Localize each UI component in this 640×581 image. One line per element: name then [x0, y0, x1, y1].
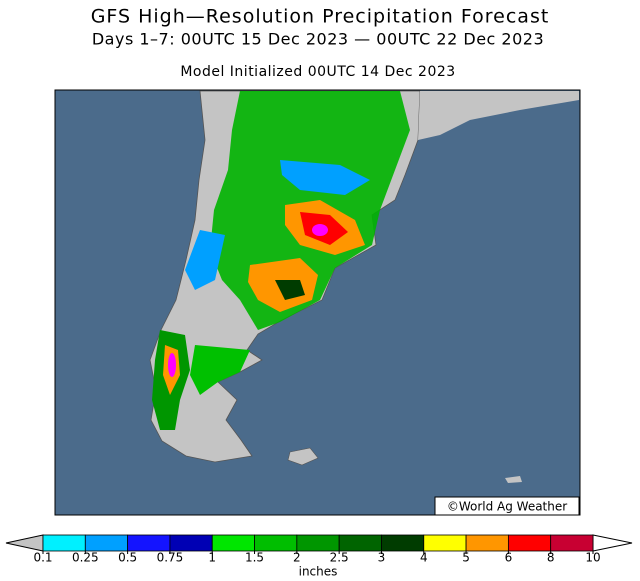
tick-label: 5 — [462, 551, 470, 565]
subtitle: Days 1–7: 00UTC 15 Dec 2023 — 00UTC 22 D… — [92, 30, 544, 49]
colorbar-label: inches — [299, 565, 338, 579]
color-segment — [465, 534, 509, 552]
tick-label: 2.5 — [330, 551, 349, 565]
color-segment — [296, 534, 340, 552]
tick-label: 6 — [505, 551, 513, 565]
tick-label: 1 — [208, 551, 216, 565]
color-segment — [169, 534, 213, 552]
color-segment — [381, 534, 425, 552]
credit-box — [434, 496, 580, 516]
color-segment — [211, 534, 255, 552]
tick-label: 2 — [293, 551, 301, 565]
island — [287, 447, 319, 466]
tick-label: 0.75 — [157, 551, 184, 565]
tick-label: 0.1 — [33, 551, 52, 565]
precip-green-2 — [190, 345, 250, 395]
tick-label: 4 — [420, 551, 428, 565]
over-arrow — [592, 534, 633, 552]
initialized: Model Initialized 00UTC 14 Dec 2023 — [180, 64, 455, 80]
tick-label: 10 — [585, 551, 600, 565]
tick-label: 0.5 — [118, 551, 137, 565]
credit: ©World Ag Weather — [447, 500, 567, 514]
under-arrow — [5, 534, 44, 552]
precip-magenta — [312, 224, 328, 236]
land-north — [418, 91, 579, 140]
island — [505, 476, 522, 483]
precip-magenta-2 — [168, 353, 176, 377]
colorbar: 0.1 0.25 0.5 0.75 1 1.5 2 2.5 3 4 5 6 8 10 inches — [5, 534, 633, 579]
color-segment — [84, 534, 129, 552]
map: ©World Ag Weather — [54, 89, 581, 516]
precip-dark — [275, 280, 305, 300]
tick-label: 8 — [547, 551, 555, 565]
color-segment — [338, 534, 382, 552]
color-segment — [550, 534, 594, 552]
title: GFS High—Resolution Precipitation Foreca… — [91, 6, 550, 28]
tick-label: 1.5 — [245, 551, 264, 565]
precip-blue-2 — [185, 230, 225, 290]
precip-blue — [280, 160, 370, 195]
color-segment — [423, 534, 467, 552]
color-segment — [254, 534, 298, 552]
color-segment — [42, 534, 86, 552]
tick-label: 0.25 — [72, 551, 99, 565]
color-segment — [127, 534, 171, 552]
color-segment — [507, 534, 552, 552]
tick-label: 3 — [378, 551, 386, 565]
